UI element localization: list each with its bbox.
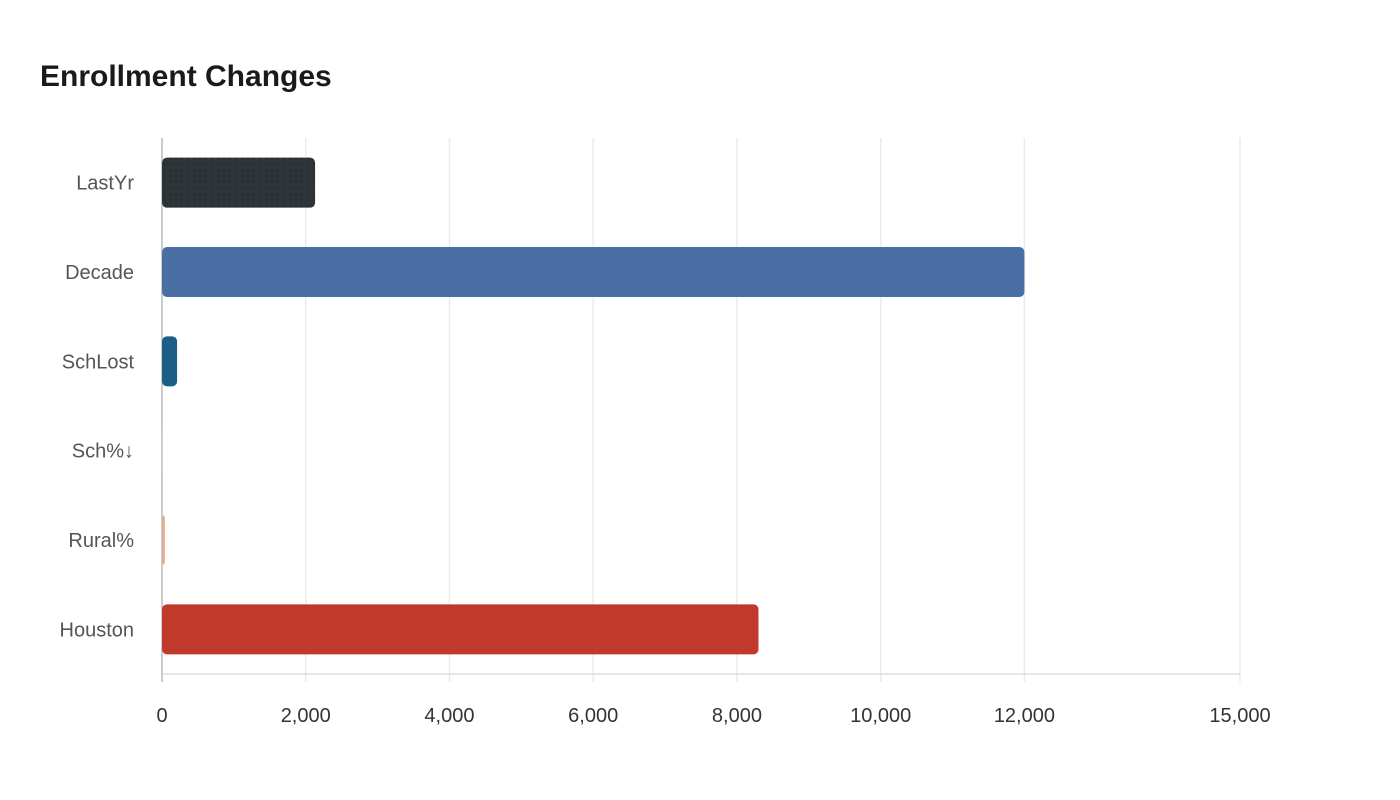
- y-category-label: LastYr: [76, 173, 134, 195]
- y-category-label: Houston: [60, 619, 135, 641]
- chart-title: Enrollment Changes: [40, 60, 332, 93]
- bar: [162, 336, 178, 387]
- y-category-label: Sch%↓: [72, 441, 134, 463]
- x-tick-label: 15,000: [1209, 705, 1270, 727]
- y-category-label: Decade: [65, 262, 134, 284]
- x-tick-label: 2,000: [281, 705, 331, 727]
- x-tick-label: 6,000: [568, 705, 618, 727]
- bar: [162, 515, 165, 565]
- x-tick-label: 12,000: [994, 705, 1055, 727]
- bar-pattern: [162, 157, 316, 208]
- x-tick-label: 8,000: [712, 705, 762, 727]
- bar: [162, 247, 1025, 297]
- y-category-label: SchLost: [62, 351, 135, 373]
- bar: [162, 604, 759, 655]
- x-tick-label: 4,000: [424, 705, 474, 727]
- x-tick-label: 10,000: [850, 705, 911, 727]
- bar: [162, 425, 163, 476]
- x-tick-label: 0: [156, 705, 167, 727]
- y-category-label: Rural%: [68, 530, 134, 552]
